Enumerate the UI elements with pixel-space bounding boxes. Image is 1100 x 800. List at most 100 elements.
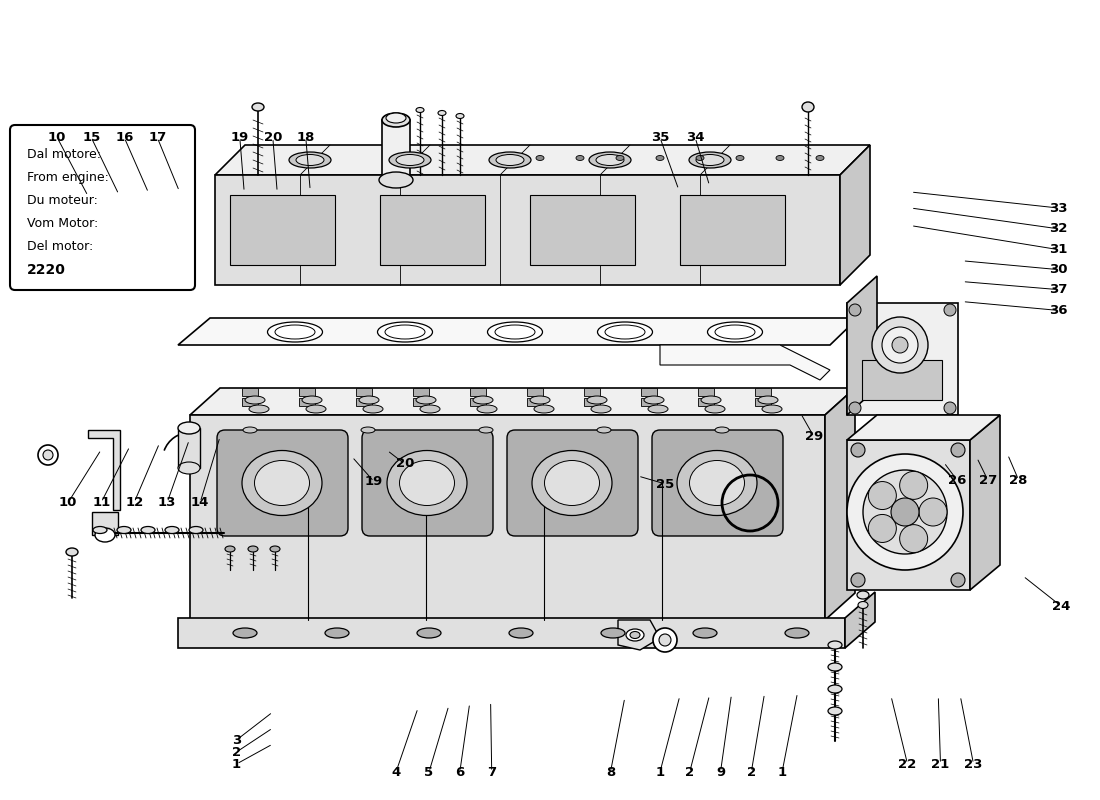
Ellipse shape (359, 396, 380, 404)
Ellipse shape (690, 461, 745, 506)
Polygon shape (970, 415, 1000, 590)
Bar (527, 388, 543, 396)
Text: Dal motore:: Dal motore: (28, 148, 101, 161)
Circle shape (944, 304, 956, 316)
Bar (242, 388, 258, 396)
Polygon shape (847, 415, 1000, 440)
Ellipse shape (324, 628, 349, 638)
Ellipse shape (165, 526, 179, 534)
Text: 4: 4 (392, 766, 400, 778)
Bar (862, 360, 942, 400)
Ellipse shape (696, 154, 724, 166)
Polygon shape (618, 620, 660, 650)
Bar (470, 398, 486, 406)
Ellipse shape (509, 628, 534, 638)
Text: 19: 19 (365, 475, 383, 488)
Circle shape (872, 317, 928, 373)
Circle shape (851, 443, 865, 457)
Bar (178, 428, 200, 468)
Bar (584, 388, 600, 396)
Ellipse shape (828, 685, 842, 693)
Ellipse shape (758, 396, 778, 404)
Text: eurospares: eurospares (572, 606, 748, 634)
Ellipse shape (438, 110, 446, 115)
Polygon shape (847, 440, 970, 590)
Bar (412, 388, 429, 396)
Circle shape (944, 402, 956, 414)
Text: 17: 17 (148, 131, 166, 144)
Bar (242, 398, 258, 406)
Ellipse shape (656, 155, 664, 161)
Ellipse shape (644, 396, 664, 404)
Ellipse shape (816, 155, 824, 161)
Ellipse shape (377, 322, 432, 342)
Text: 15: 15 (82, 131, 100, 144)
Text: 35: 35 (651, 131, 669, 144)
Polygon shape (847, 303, 958, 415)
Text: eurospares: eurospares (242, 316, 418, 344)
Ellipse shape (705, 405, 725, 413)
Text: 13: 13 (158, 496, 176, 509)
Ellipse shape (289, 152, 331, 168)
Text: 11: 11 (92, 496, 110, 509)
Circle shape (653, 628, 676, 652)
Text: Vom Motor:: Vom Motor: (28, 217, 98, 230)
Text: 32: 32 (1049, 222, 1067, 235)
Ellipse shape (178, 462, 200, 474)
Text: 20: 20 (264, 131, 282, 144)
Ellipse shape (275, 325, 315, 339)
Ellipse shape (178, 422, 200, 434)
Ellipse shape (626, 629, 644, 641)
Text: 34: 34 (686, 131, 704, 144)
Text: 8: 8 (606, 766, 615, 778)
Ellipse shape (254, 461, 309, 506)
Ellipse shape (828, 663, 842, 671)
Ellipse shape (473, 396, 493, 404)
Polygon shape (92, 512, 118, 535)
Circle shape (882, 327, 918, 363)
Text: 33: 33 (1049, 202, 1067, 214)
Text: 28: 28 (1010, 474, 1027, 486)
Circle shape (659, 634, 671, 646)
Circle shape (43, 450, 53, 460)
Text: 1: 1 (232, 758, 241, 770)
Bar (299, 398, 315, 406)
Bar (527, 398, 543, 406)
Bar (530, 195, 635, 265)
Text: 10: 10 (59, 496, 77, 509)
Text: 2: 2 (747, 766, 756, 778)
Bar (412, 398, 429, 406)
Bar (379, 195, 485, 265)
Bar (584, 398, 600, 406)
Text: 1: 1 (778, 766, 786, 778)
Ellipse shape (736, 155, 744, 161)
Ellipse shape (252, 103, 264, 111)
Ellipse shape (596, 154, 624, 166)
Ellipse shape (828, 707, 842, 715)
Ellipse shape (94, 526, 107, 534)
Ellipse shape (601, 628, 625, 638)
Ellipse shape (385, 325, 425, 339)
Ellipse shape (701, 396, 721, 404)
Text: 10: 10 (48, 131, 66, 144)
Ellipse shape (532, 450, 612, 515)
Ellipse shape (379, 172, 412, 188)
Circle shape (891, 498, 918, 526)
Circle shape (892, 337, 907, 353)
Text: 23: 23 (965, 758, 982, 770)
FancyBboxPatch shape (652, 430, 783, 536)
Polygon shape (840, 145, 870, 285)
Circle shape (847, 454, 962, 570)
Circle shape (849, 304, 861, 316)
Ellipse shape (616, 155, 624, 161)
Ellipse shape (693, 628, 717, 638)
Ellipse shape (417, 628, 441, 638)
Ellipse shape (490, 152, 531, 168)
Ellipse shape (363, 405, 383, 413)
FancyBboxPatch shape (507, 430, 638, 536)
Text: 2: 2 (685, 766, 694, 778)
Text: 26: 26 (948, 474, 966, 486)
Ellipse shape (382, 113, 410, 127)
Circle shape (952, 443, 965, 457)
Ellipse shape (802, 102, 814, 112)
